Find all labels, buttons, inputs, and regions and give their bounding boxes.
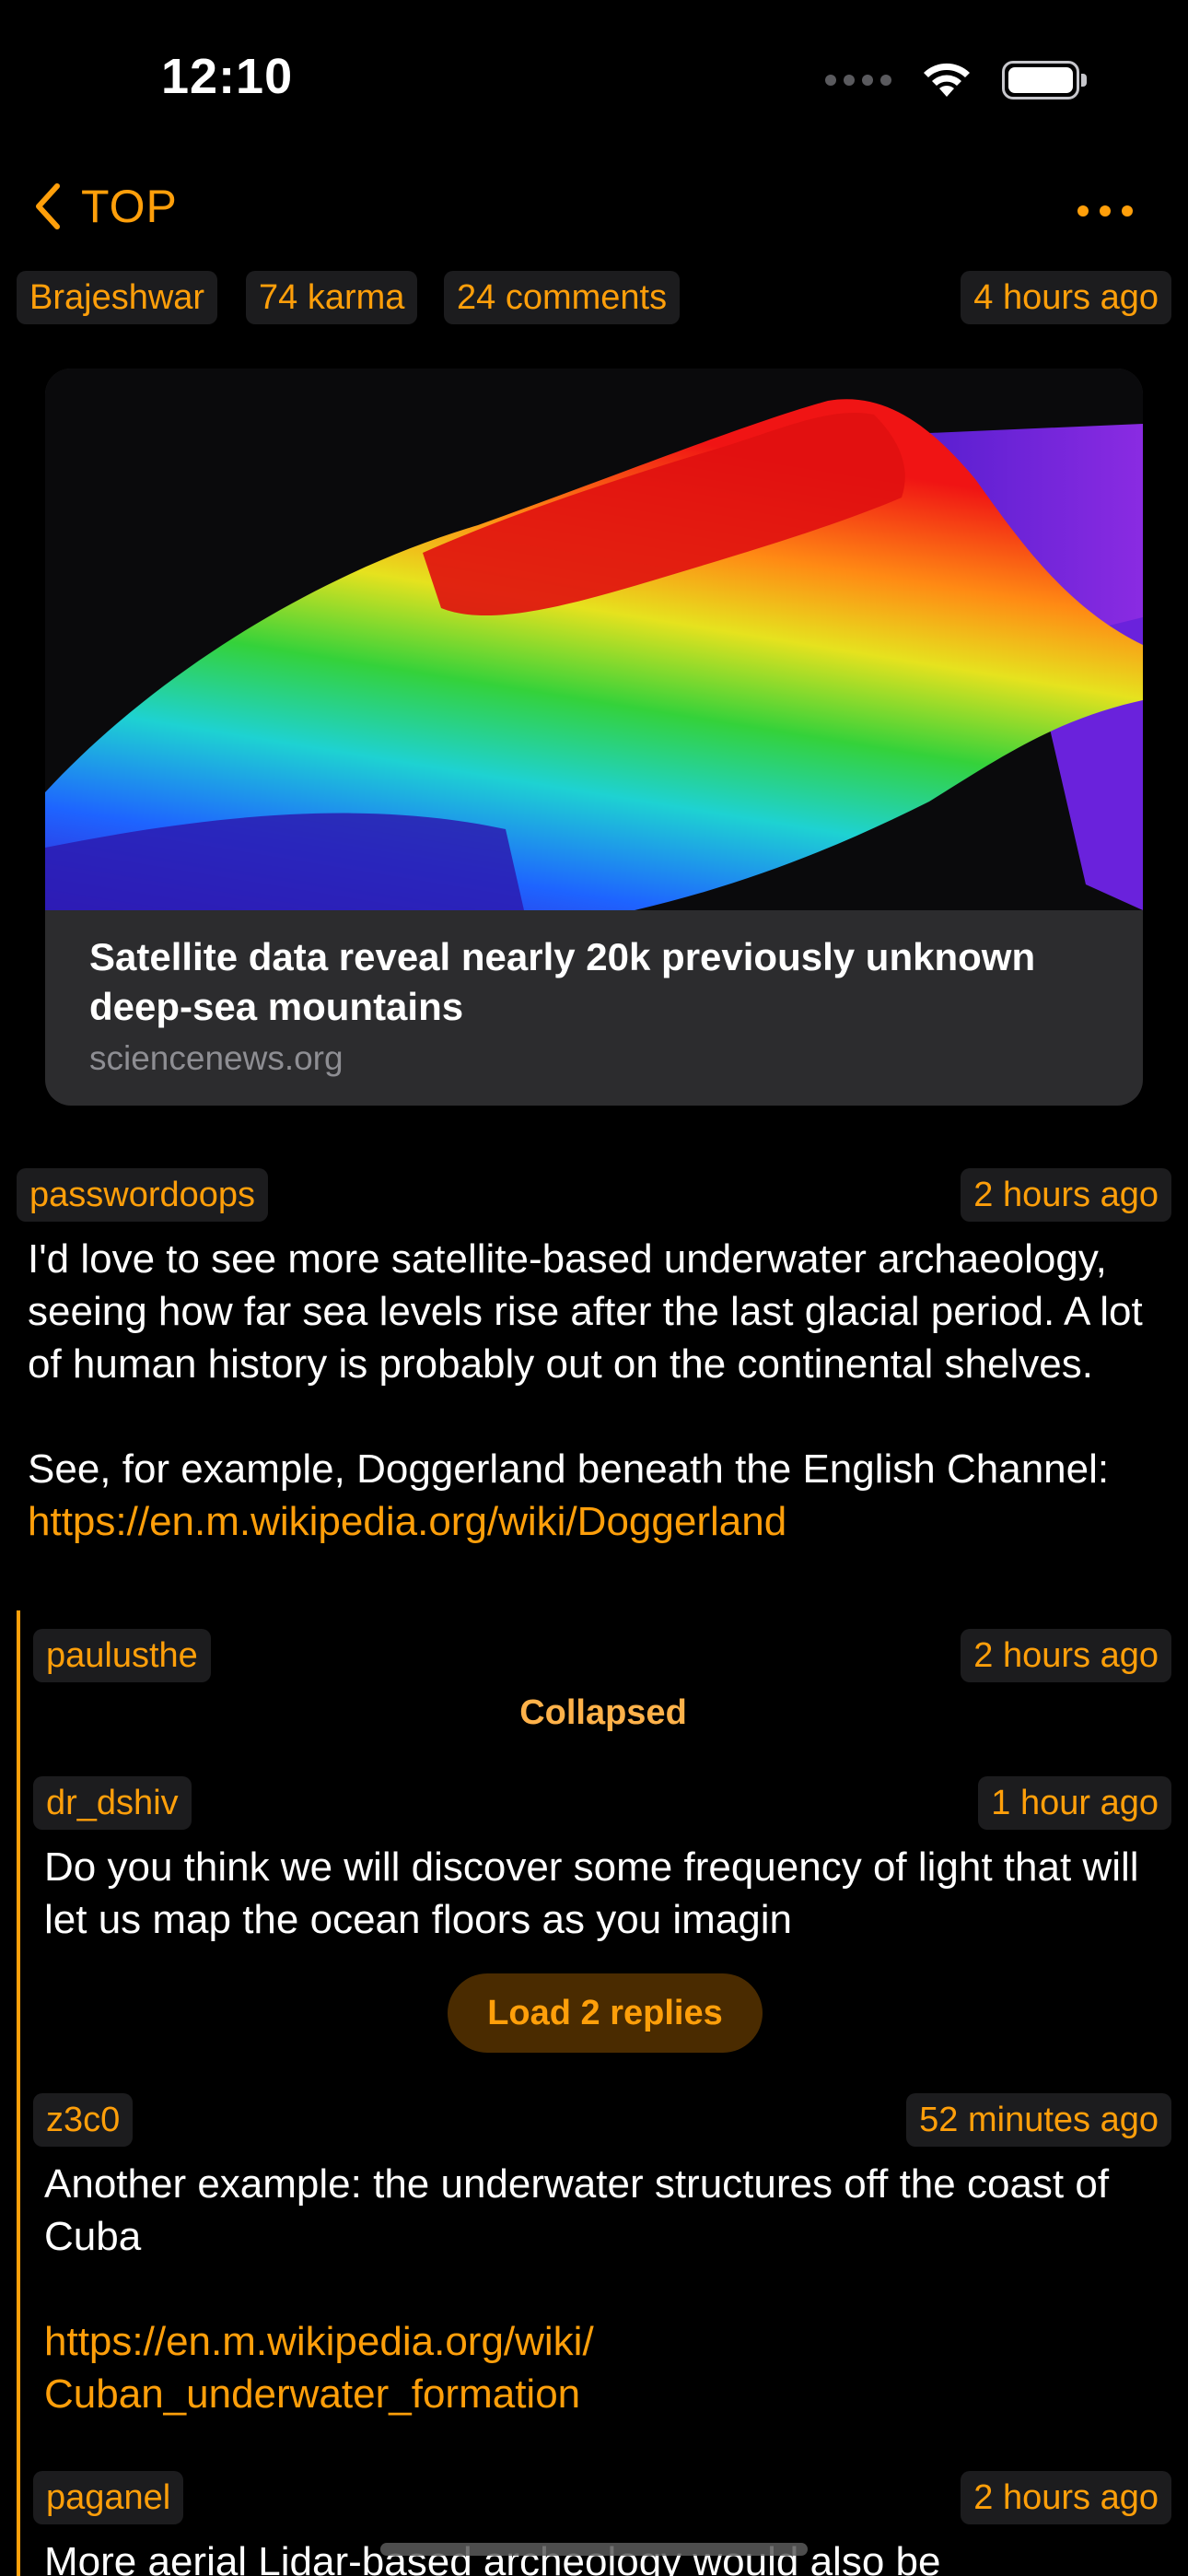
comment-author[interactable]: dr_dshiv (33, 1776, 192, 1830)
status-time: 12:10 (161, 49, 294, 104)
comment-age: 1 hour ago (978, 1776, 1171, 1830)
link-title: Satellite data reveal nearly 20k previou… (89, 935, 1036, 1028)
back-label: TOP (81, 181, 178, 232)
comment-age: 2 hours ago (961, 1168, 1171, 1222)
comment-author[interactable]: paganel (33, 2471, 184, 2524)
navigation-bar: TOP (0, 170, 1188, 244)
link-domain: sciencenews.org (89, 1039, 344, 1077)
post-age: 4 hours ago (961, 271, 1171, 324)
comment-body: Another example: the underwater structur… (44, 2158, 1160, 2420)
comment-age: 2 hours ago (961, 1629, 1171, 1682)
back-button[interactable]: TOP (31, 180, 178, 233)
comment-author[interactable]: z3c0 (33, 2093, 134, 2147)
comment-link[interactable]: https://en.m.wikipedia.org/wiki/Doggerla… (28, 1499, 787, 1544)
comment-age: 52 minutes ago (906, 2093, 1171, 2147)
more-options-button[interactable] (1077, 205, 1133, 217)
cellular-signal-icon (825, 75, 891, 86)
comment-age: 2 hours ago (961, 2471, 1171, 2524)
battery-icon (1002, 61, 1087, 100)
comment-body: Do you think we will discover some frequ… (44, 1844, 1150, 1942)
post-meta: Brajeshwar 74 karma 24 comments 4 hours … (17, 271, 1171, 326)
comment-body: More aerial Lidar-based archeology would… (44, 2539, 941, 2576)
post-author[interactable]: Brajeshwar (17, 271, 218, 324)
comment-body: I'd love to see more satellite-based und… (28, 1233, 1160, 1548)
comment-text: I'd love to see more satellite-based und… (28, 1236, 1143, 1492)
status-icons (825, 60, 1087, 100)
link-preview-card[interactable]: Satellite data reveal nearly 20k previou… (45, 369, 1143, 1106)
comment-header: paulusthe 2 hours ago (33, 1629, 1171, 1684)
chevron-left-icon (36, 183, 60, 229)
load-replies-button[interactable]: Load 2 replies (448, 1973, 763, 2053)
link-preview-image (45, 369, 1143, 910)
comment-text: Another example: the underwater structur… (44, 2161, 1121, 2259)
status-bar: 12:10 (0, 0, 1188, 157)
comment-header: z3c0 52 minutes ago (33, 2093, 1171, 2149)
wifi-icon (924, 63, 970, 97)
comment-author[interactable]: passwordoops (17, 1168, 269, 1222)
post-comments-count: 24 comments (444, 271, 681, 324)
thread-indent-line (17, 1610, 20, 2576)
comment-author[interactable]: paulusthe (33, 1629, 211, 1682)
home-indicator[interactable] (380, 2543, 808, 2556)
comment-header: paganel 2 hours ago (33, 2471, 1171, 2526)
comment-header: passwordoops 2 hours ago (17, 1168, 1171, 1224)
comment-link[interactable]: https://en.m.wikipedia.org/wiki/ Cuban_u… (44, 2319, 594, 2417)
comment-header: dr_dshiv 1 hour ago (33, 1776, 1171, 1832)
collapsed-label[interactable]: Collapsed (519, 1693, 687, 1732)
ellipsis-icon (1077, 205, 1089, 217)
post-karma: 74 karma (246, 271, 418, 324)
